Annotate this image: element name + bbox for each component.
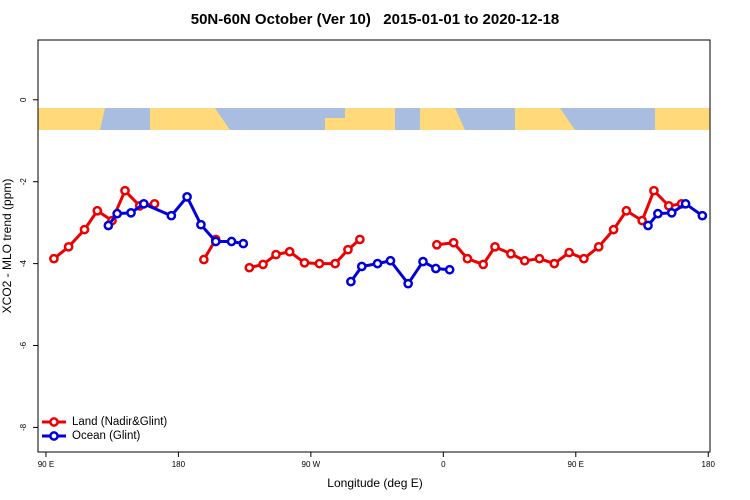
y-tick-label: -8 xyxy=(19,423,28,431)
map-ocean xyxy=(100,108,655,130)
data-point xyxy=(534,253,545,264)
y-tick-label: -2 xyxy=(19,178,28,186)
y-axis-label: XCO2 - MLO trend (ppm) xyxy=(0,179,14,314)
data-point xyxy=(103,220,114,231)
data-point xyxy=(579,253,589,264)
data-point xyxy=(385,255,396,266)
data-point xyxy=(314,258,325,269)
data-point xyxy=(478,259,489,270)
data-point xyxy=(490,241,500,252)
data-point xyxy=(112,208,123,219)
data-point xyxy=(643,220,653,231)
data-point xyxy=(63,241,74,252)
data-point xyxy=(138,198,149,209)
data-point xyxy=(564,247,575,258)
data-point xyxy=(506,248,516,259)
y-tick-label: -6 xyxy=(19,341,28,349)
plot-frame xyxy=(37,39,711,453)
data-point xyxy=(448,237,459,248)
data-point xyxy=(299,257,310,268)
x-tick-label: 90 W xyxy=(302,460,321,469)
legend-label: Land (Nadir&Glint) xyxy=(72,416,167,428)
data-point xyxy=(430,263,441,274)
y-tick-label: -4 xyxy=(19,260,28,268)
chart-title: 50N-60N October (Ver 10) 2015-01-01 to 2… xyxy=(191,11,560,28)
data-point xyxy=(79,224,90,235)
data-point xyxy=(372,258,383,269)
legend-label: Ocean (Glint) xyxy=(72,430,141,442)
x-tick-label: 90 E xyxy=(568,460,584,469)
legend-marker xyxy=(49,431,59,441)
data-point xyxy=(120,185,130,196)
data-point xyxy=(238,238,249,249)
data-point xyxy=(355,234,365,245)
data-point xyxy=(418,256,428,267)
data-point xyxy=(284,246,295,257)
data-point xyxy=(653,208,663,219)
data-point xyxy=(196,219,206,230)
map-land xyxy=(38,108,710,130)
data-point xyxy=(431,239,442,250)
data-point xyxy=(608,224,619,235)
x-tick-label: 90 E xyxy=(38,460,54,469)
data-point xyxy=(621,205,632,216)
legend-marker xyxy=(49,417,59,427)
data-point xyxy=(519,255,530,266)
data-point xyxy=(593,241,604,252)
data-point xyxy=(126,207,136,218)
data-point xyxy=(637,215,648,226)
x-tick-label: 180 xyxy=(172,460,186,469)
data-point xyxy=(182,192,192,202)
data-point xyxy=(346,276,356,287)
data-point xyxy=(343,244,353,255)
data-point xyxy=(666,207,677,218)
series-line xyxy=(52,189,682,270)
data-point xyxy=(166,210,177,221)
x-tick-label: 0 xyxy=(441,460,446,469)
x-tick-label: 180 xyxy=(702,460,716,469)
data-point xyxy=(244,262,255,273)
data-point xyxy=(226,236,237,247)
data-point xyxy=(649,185,659,196)
data-point xyxy=(92,205,103,216)
series-line xyxy=(107,195,704,286)
data-point xyxy=(210,236,221,247)
data-point xyxy=(403,278,413,289)
data-point xyxy=(271,249,281,260)
x-axis-label: Longitude (deg E) xyxy=(327,476,422,490)
map-band xyxy=(38,108,710,130)
data-point xyxy=(462,253,473,264)
data-point xyxy=(199,254,209,265)
data-point xyxy=(49,253,59,264)
data-point xyxy=(680,198,691,209)
data-point xyxy=(356,261,367,272)
data-point xyxy=(444,264,455,275)
data-point xyxy=(549,258,560,269)
data-point xyxy=(258,259,268,270)
y-tick-label: 0 xyxy=(19,97,28,102)
data-point xyxy=(330,258,340,269)
data-point xyxy=(697,210,708,221)
